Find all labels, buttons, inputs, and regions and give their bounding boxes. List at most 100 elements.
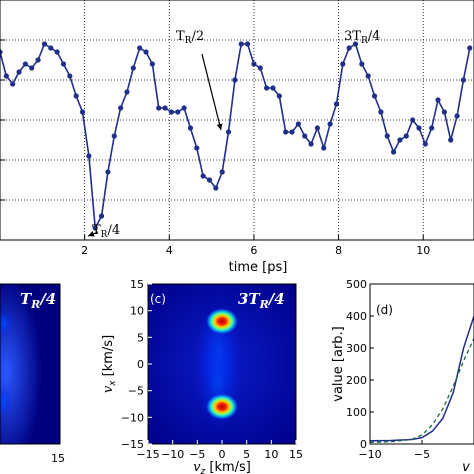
- panel-a-point: [321, 145, 327, 151]
- panel-a-point: [410, 117, 416, 123]
- panel-a-x-tick-label: 10: [416, 244, 430, 257]
- panel-a-point: [365, 73, 371, 79]
- panel-a-point: [295, 121, 301, 127]
- panel-a-point: [416, 125, 422, 131]
- panel-b-blob-top: [0, 309, 12, 337]
- panel-a-point: [422, 141, 428, 147]
- panel-a-annotation-arrowhead: [88, 230, 95, 237]
- panel-d-y-ticks: 500 400 300 200 100 0: [346, 278, 374, 451]
- panel-a-point: [257, 65, 263, 71]
- panel-a-point: [16, 69, 22, 75]
- panel-c-x-tick-label: −5: [189, 448, 205, 461]
- panel-a-point: [213, 185, 219, 191]
- panel-a-point: [60, 61, 67, 67]
- panel-a-point: [3, 73, 9, 79]
- panel-a-point: [454, 113, 460, 119]
- panel-c-y-tick-label: −10: [121, 411, 144, 424]
- panel-c-y-tick-label: −5: [128, 385, 144, 398]
- panel-c-y-tick-label: 0: [137, 358, 144, 371]
- panel-a-point: [206, 177, 213, 183]
- panel-c-y-tick-label: −15: [121, 438, 144, 451]
- panel-d-panel-label: (d): [376, 303, 393, 317]
- panel-d-series-solid: [369, 315, 474, 442]
- panel-c-x-tick-label: 15: [289, 448, 303, 461]
- panel-a-x-tick-label: 4: [166, 244, 173, 257]
- panel-a-point: [54, 49, 60, 55]
- panel-a-point: [448, 137, 454, 143]
- panel-b-frame: [0, 283, 61, 445]
- panel-a-point: [162, 105, 168, 111]
- panel-a-point: [29, 65, 35, 71]
- panel-a-point: [98, 213, 105, 219]
- panel-a-point: [149, 61, 155, 67]
- panel-c-peak: [206, 308, 238, 335]
- panel-a-point: [111, 133, 117, 139]
- panel-a-point: [41, 41, 48, 47]
- panel-a-annotation-arrowhead: [216, 123, 223, 130]
- panel-a-point: [270, 85, 276, 91]
- panel-c-x-ticks: −15 −10 −5 0 5 10 15: [136, 440, 303, 461]
- panel-b-heatmap: [0, 284, 60, 444]
- panel-c-x-tick-label: −10: [161, 448, 184, 461]
- panel-a-point: [86, 153, 92, 159]
- panel-a-point: [130, 65, 136, 71]
- panel-a-annotation: TR/4: [92, 223, 120, 240]
- panel-a-point: [289, 129, 295, 135]
- panel-a-point: [187, 125, 194, 131]
- panel-d-plot-area: [370, 284, 474, 444]
- panel-a-x-tick-label: 8: [335, 244, 342, 257]
- panel-b-title: TR/4: [20, 290, 56, 311]
- panel-a-annotation: 3TR/4: [344, 29, 380, 46]
- panel-a-point: [333, 101, 340, 107]
- panel-a-x-label: time [ps]: [229, 260, 288, 275]
- panel-c-title: 3TR/4: [238, 290, 285, 311]
- panel-a-point: [105, 169, 111, 175]
- panel-d-y-label: value [arb.]: [331, 326, 346, 401]
- panel-a-grid: [0, 0, 474, 240]
- panel-a-point: [73, 93, 79, 99]
- panel-a-point: [181, 105, 187, 111]
- panel-a-point: [352, 41, 359, 47]
- panel-a-point: [467, 45, 473, 51]
- panel-a-point: [168, 109, 175, 115]
- panel-a-point: [0, 49, 3, 55]
- panel-a-point: [35, 57, 41, 63]
- panel-a-point: [244, 41, 251, 47]
- panel-a-point: [378, 109, 384, 115]
- panel-b: TR/4 15: [0, 283, 65, 465]
- panel-a-point: [10, 81, 16, 87]
- panel-a-point: [302, 133, 308, 139]
- panel-b-x-tick-15: 15: [51, 452, 65, 465]
- panel-a-point: [22, 61, 28, 67]
- panel-a-point: [308, 141, 314, 147]
- panel-c-y-tick-label: 5: [137, 331, 144, 344]
- panel-a-point: [435, 97, 441, 103]
- panel-d-y-tick-label: 100: [346, 406, 367, 419]
- panel-a-point: [359, 61, 365, 67]
- panel-d-y-tick-label: 500: [346, 278, 367, 291]
- panel-a-point: [327, 121, 333, 127]
- panel-a-point: [118, 105, 124, 111]
- panel-a-x-ticks: 2 4 6 8 10: [81, 235, 430, 257]
- panel-a: 2 4 6 8 10 time [ps] TR/4 TR/2 3TR/4: [0, 0, 474, 275]
- panel-d-x-label: v: [462, 460, 470, 474]
- panel-d-y-tick-label: 300: [346, 342, 367, 355]
- panel-a-point: [137, 45, 143, 51]
- panel-a-point: [429, 125, 435, 131]
- panel-a-x-tick-label: 2: [81, 244, 88, 257]
- panel-a-annotation-arrow: [201, 53, 222, 131]
- panel-a-point: [264, 85, 270, 91]
- panel-c-peaks: [206, 308, 238, 420]
- panel-a-point: [225, 129, 232, 135]
- panel-a-point: [79, 109, 86, 115]
- panel-c-x-label: vz [km/s]: [193, 460, 251, 474]
- panel-c-y-ticks: 15 10 5 0 −5 −10 −15: [121, 278, 152, 451]
- panel-d-x-tick-label: −10: [358, 448, 381, 461]
- panel-a-point: [175, 109, 181, 115]
- panel-b-blob-bottom: [0, 388, 12, 416]
- panel-a-point: [48, 45, 54, 51]
- panel-a-point: [232, 77, 238, 83]
- panel-c-x-tick-label: 5: [243, 448, 250, 461]
- panel-a-annotation: TR/2: [176, 29, 204, 46]
- panel-a-point: [340, 61, 346, 67]
